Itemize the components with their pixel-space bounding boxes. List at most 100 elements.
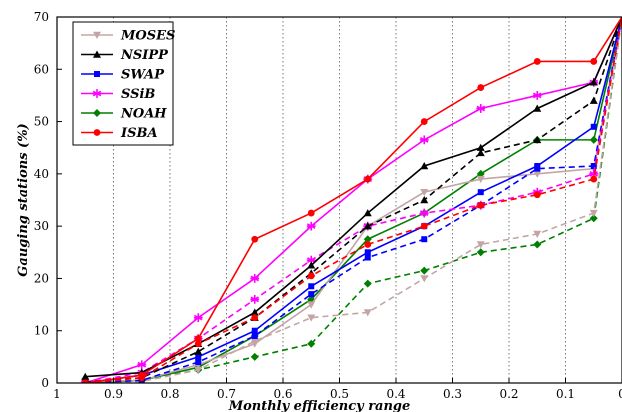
data-point <box>364 175 372 183</box>
data-point <box>250 308 259 316</box>
data-point <box>420 222 428 230</box>
data-point <box>363 209 372 217</box>
legend-label: SSiB <box>121 87 155 102</box>
data-point <box>364 249 371 256</box>
series-layer <box>80 17 622 383</box>
data-point <box>476 148 485 157</box>
data-point <box>589 135 598 144</box>
legend-item-moses: MOSES <box>81 29 175 44</box>
data-point <box>420 266 429 275</box>
data-point <box>589 209 598 218</box>
y-tick-label: 70 <box>34 10 49 24</box>
x-tick-label: 1 <box>53 387 61 401</box>
x-tick-label: 0.4 <box>386 387 405 401</box>
data-point <box>477 84 485 91</box>
y-tick-label: 50 <box>34 115 49 129</box>
data-point <box>420 188 429 197</box>
data-point <box>533 58 541 65</box>
data-point <box>533 135 542 144</box>
data-point <box>419 208 429 218</box>
data-point <box>307 314 316 322</box>
y-tick-label: 0 <box>41 376 49 390</box>
data-point <box>363 309 372 317</box>
data-point <box>307 261 316 269</box>
legend-label: ISBA <box>120 126 158 141</box>
legend-box <box>72 21 174 146</box>
x-tick-label: 0.5 <box>330 387 349 401</box>
data-point <box>307 339 316 348</box>
data-point <box>477 201 485 209</box>
data-point <box>364 241 372 248</box>
y-tick-label: 20 <box>34 271 49 285</box>
data-point <box>420 118 428 125</box>
legend-label: MOSES <box>120 29 175 44</box>
legend-label: SWAP <box>121 68 165 83</box>
data-point <box>477 189 484 196</box>
data-point <box>195 353 202 360</box>
data-point <box>93 31 101 39</box>
x-tick-label: 0.3 <box>443 387 462 401</box>
legend-item-swap: SWAP <box>81 68 165 83</box>
data-point <box>250 352 259 361</box>
data-point <box>590 175 598 183</box>
data-point <box>193 313 203 323</box>
data-point <box>532 91 542 100</box>
data-point <box>307 301 316 309</box>
data-point <box>251 235 259 243</box>
data-point <box>306 221 316 231</box>
data-point <box>81 379 89 383</box>
data-point <box>589 78 598 86</box>
data-point <box>307 272 315 280</box>
data-point <box>590 123 597 130</box>
legend-item-ssib: SSiB <box>81 87 155 102</box>
data-point <box>250 274 260 283</box>
data-point <box>533 240 542 249</box>
data-point <box>363 235 372 244</box>
data-point <box>250 340 259 348</box>
data-point <box>476 175 485 184</box>
x-tick-label: 0.6 <box>273 387 292 401</box>
data-point <box>308 291 315 298</box>
x-tick-label: 0 <box>618 387 622 401</box>
data-point <box>81 372 90 380</box>
x-tick-label: 0.2 <box>499 387 518 401</box>
data-point <box>363 279 372 288</box>
data-point <box>194 340 202 348</box>
data-point <box>533 104 542 112</box>
legend: MOSES NSIPP SWAP SSiB NOAH ISBA <box>72 21 175 146</box>
data-point <box>419 135 429 145</box>
data-point <box>194 347 203 355</box>
data-point <box>363 222 372 230</box>
x-tick-label: 0.7 <box>217 387 236 401</box>
data-point <box>589 96 598 104</box>
x-axis-title: Monthly efficiency range <box>228 399 411 412</box>
y-tick-label: 30 <box>34 219 49 233</box>
data-point <box>93 129 101 136</box>
data-point <box>589 214 598 223</box>
data-point <box>194 366 203 374</box>
data-point <box>420 196 429 204</box>
data-point <box>138 371 146 379</box>
data-point <box>308 283 315 290</box>
data-point <box>534 163 541 170</box>
legend-label: NOAH <box>120 107 167 122</box>
y-tick-label: 60 <box>34 62 49 76</box>
x-tick-label: 0.8 <box>160 387 179 401</box>
data-point <box>194 335 202 342</box>
data-point <box>251 327 258 334</box>
grid <box>113 17 566 383</box>
data-point <box>137 360 147 370</box>
data-point <box>533 191 541 199</box>
data-point <box>93 109 101 117</box>
data-point <box>476 104 486 113</box>
data-point <box>307 209 315 217</box>
series-isba <box>81 17 622 383</box>
series-line-dashed <box>85 17 622 383</box>
data-point <box>93 50 101 58</box>
data-point <box>94 71 100 77</box>
data-point <box>420 162 429 170</box>
x-tick-label: 0.1 <box>556 387 575 401</box>
legend-item-noah: NOAH <box>81 107 167 122</box>
legend-item-isba: ISBA <box>81 126 158 141</box>
